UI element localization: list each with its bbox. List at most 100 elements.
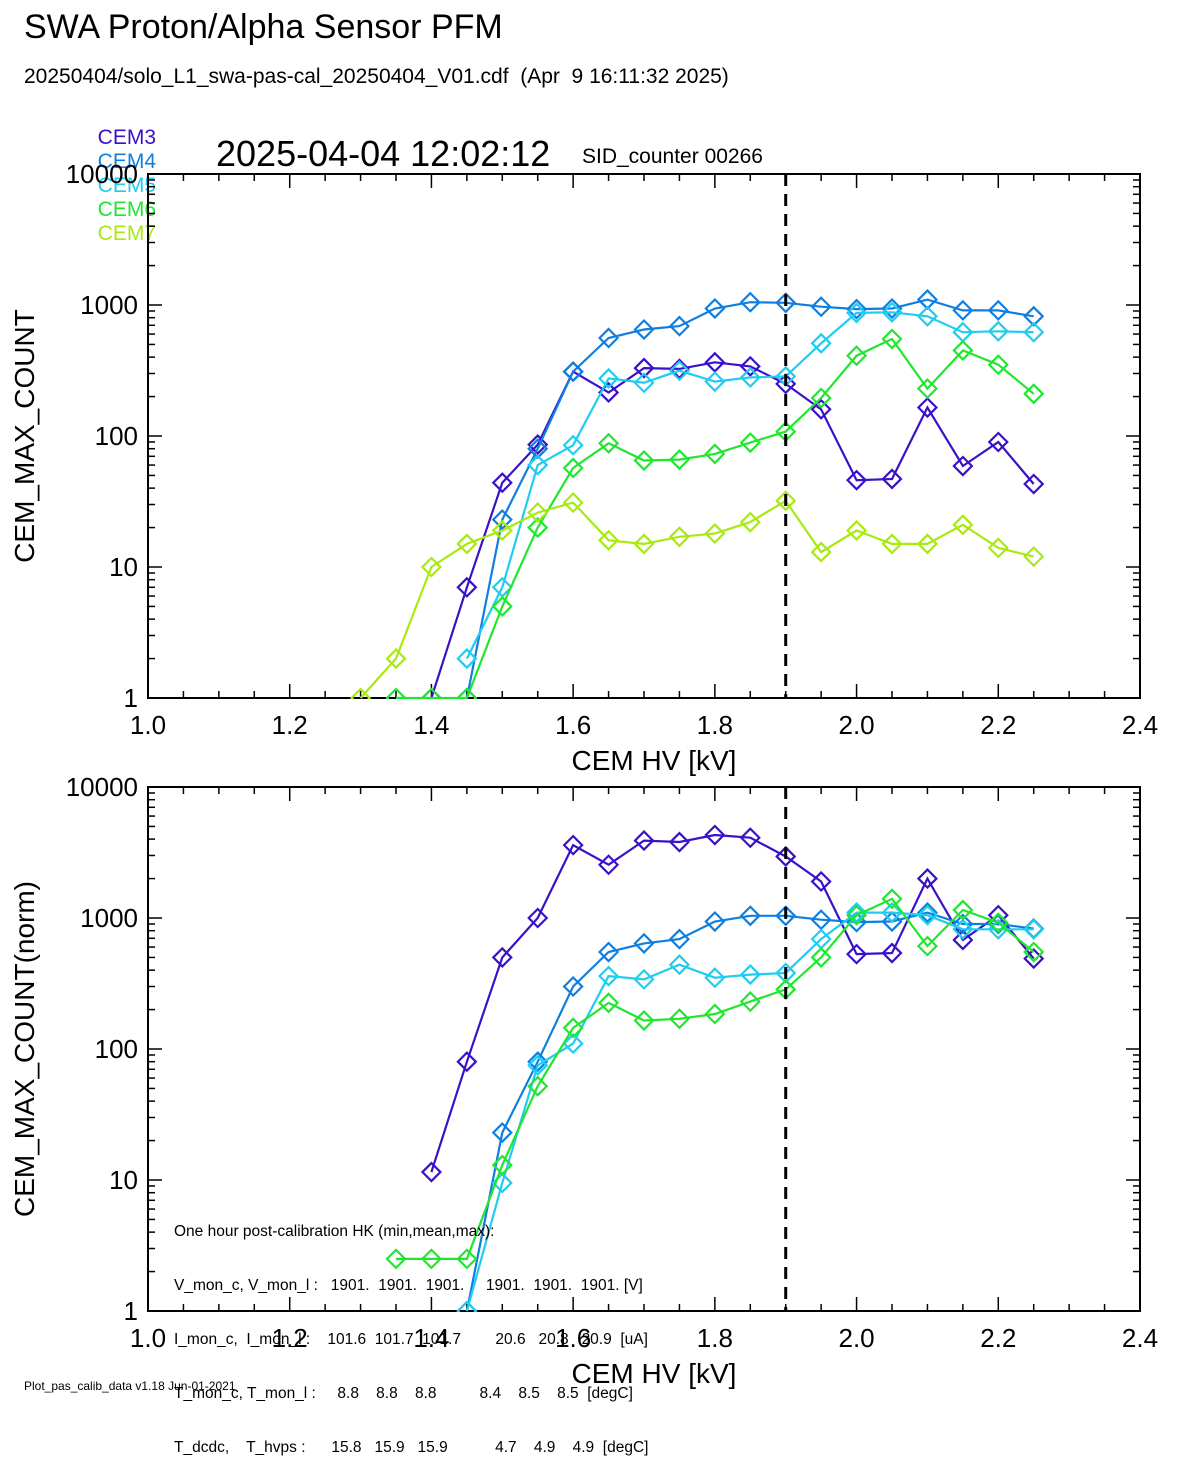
legend-item-cem4: CEM4 [97, 150, 157, 173]
data-point [668, 526, 690, 548]
data-point [1023, 941, 1045, 963]
data-point [739, 432, 761, 454]
data-point [456, 687, 478, 699]
data-point [952, 339, 974, 361]
data-point [952, 299, 974, 321]
y-tick-label: 10 [109, 1165, 138, 1195]
x-tick-label: 2.4 [1122, 1323, 1158, 1353]
data-point [668, 1008, 690, 1030]
data-point [916, 396, 938, 419]
data-point [562, 834, 584, 856]
data-point [385, 648, 407, 670]
data-point [598, 854, 620, 876]
series-line [359, 499, 1034, 699]
data-point [810, 332, 832, 354]
data-point [916, 533, 938, 555]
data-point [527, 1075, 549, 1097]
data-point [598, 381, 620, 404]
legend: CEM3 CEM4 CEM5 CEM6 CEM7 [86, 102, 174, 246]
y-tick-label: 1 [124, 1296, 138, 1326]
data-point [704, 371, 726, 393]
data-point [1023, 473, 1045, 495]
data-point [385, 687, 407, 699]
data-point [562, 434, 584, 456]
data-point [846, 911, 868, 933]
y-tick-label: 100 [95, 421, 138, 451]
data-point [633, 449, 655, 472]
data-point [633, 830, 655, 852]
data-point [668, 449, 690, 471]
data-point [491, 472, 513, 494]
series-cem3 [420, 824, 1045, 1183]
data-point [881, 942, 903, 964]
data-point [491, 509, 513, 531]
data-point [846, 302, 868, 324]
data-point [633, 968, 655, 990]
data-point [562, 492, 584, 514]
data-point [846, 298, 868, 320]
data-point [916, 378, 938, 400]
data-point [987, 320, 1009, 342]
x-tick-label: 1.6 [555, 710, 591, 740]
data-point [952, 899, 974, 921]
data-point [598, 941, 620, 963]
data-point [456, 533, 478, 555]
data-point [491, 1122, 513, 1144]
legend-item-cem6: CEM6 [97, 198, 157, 221]
data-point [987, 912, 1009, 934]
data-point [810, 909, 832, 931]
series-line [430, 361, 1035, 699]
data-point [633, 318, 655, 341]
data-point [668, 315, 690, 337]
data-point [527, 517, 549, 539]
data-point [739, 827, 761, 849]
data-point [952, 929, 974, 951]
data-point [775, 421, 797, 443]
y-tick-label: 10 [109, 552, 138, 582]
data-point [420, 1161, 442, 1183]
series-line [396, 337, 1035, 699]
series-cem7 [350, 490, 1045, 699]
data-point [527, 907, 549, 929]
data-point [916, 902, 938, 924]
x-tick-label: 1.0 [130, 710, 166, 740]
data-point [810, 870, 832, 893]
data-point [916, 289, 938, 311]
data-point [739, 366, 761, 388]
data-point [491, 519, 513, 542]
y-tick-label: 100 [95, 1034, 138, 1064]
data-point [704, 910, 726, 933]
data-point [1023, 546, 1045, 568]
y-tick-label: 1000 [80, 290, 138, 320]
data-point [704, 1003, 726, 1025]
data-point [987, 431, 1009, 453]
data-point [562, 1033, 584, 1055]
series-line [430, 833, 1035, 1173]
data-point [846, 345, 868, 367]
data-point [775, 905, 797, 927]
data-point [420, 687, 442, 699]
data-point [527, 454, 549, 476]
data-point [562, 1017, 584, 1039]
data-point [527, 1054, 549, 1076]
data-point [775, 292, 797, 314]
data-point [987, 904, 1009, 926]
data-point [420, 687, 442, 699]
data-point [562, 457, 584, 479]
data-point [562, 975, 584, 998]
data-point [704, 967, 726, 989]
timestamp: 2025-04-04 12:02:12 [216, 133, 551, 174]
data-point [633, 1009, 655, 1032]
data-point [562, 361, 584, 383]
data-point [846, 902, 868, 924]
data-point [668, 360, 690, 382]
data-point [881, 888, 903, 910]
data-point [952, 455, 974, 477]
data-point [668, 831, 690, 853]
data-point [633, 372, 655, 394]
data-point [987, 354, 1009, 376]
data-point [739, 291, 761, 313]
data-point [1023, 918, 1045, 940]
x-tick-label: 2.0 [838, 1323, 874, 1353]
y-tick-label: 1000 [80, 903, 138, 933]
